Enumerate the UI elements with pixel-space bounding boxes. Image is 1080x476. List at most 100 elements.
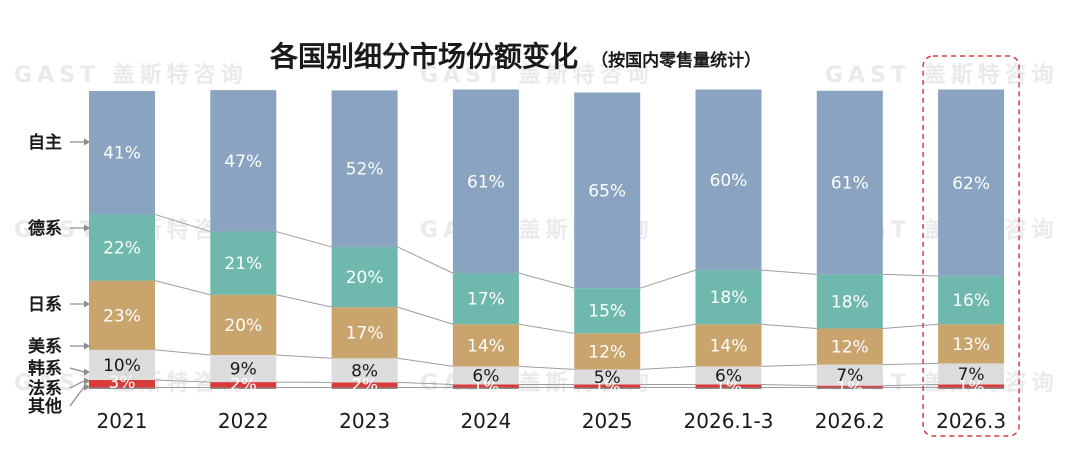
connector-line <box>276 231 332 248</box>
bar-segment-法系-2021 <box>89 379 155 388</box>
legend-label-german: 德系 <box>28 218 62 239</box>
segment-labels: 3%10%23%22%41%2%9%20%21%47%2%8%17%20%52%… <box>103 144 990 399</box>
category-label-2021: 2021 <box>97 409 148 433</box>
bars <box>89 89 1005 389</box>
bar-segment-自主-2026.2 <box>816 90 883 275</box>
bar-segment-法系-2023 <box>331 382 398 388</box>
data-label-法系-2024: 1% <box>472 377 499 397</box>
category-label-2026.3: 2026.3 <box>936 409 1006 433</box>
legend-arrow-icon <box>84 224 90 232</box>
data-label-日系-2023: 17% <box>346 324 384 344</box>
category-label-2026.1-3: 2026.1-3 <box>684 409 774 433</box>
bar-segment-德系-2026.2 <box>816 274 883 329</box>
data-label-法系-2023: 2% <box>351 375 378 395</box>
connector-line <box>276 294 332 308</box>
connector-line <box>882 273 939 277</box>
connector-line <box>276 354 332 359</box>
bar-segment-韩系-2022 <box>210 354 277 383</box>
chart-title: 各国别细分市场份额变化 <box>269 40 578 73</box>
legend-arrow-icon <box>84 377 90 385</box>
connector-line <box>882 323 939 329</box>
data-label-韩系-2021: 10% <box>103 356 141 376</box>
data-label-法系-2025: 1% <box>594 377 621 397</box>
data-label-韩系-2026.3: 7% <box>958 365 985 385</box>
connector-line <box>397 381 453 385</box>
data-label-韩系-2026.1-3: 6% <box>715 366 742 386</box>
bar-segment-德系-2025 <box>574 288 641 334</box>
data-label-德系-2026.3: 16% <box>952 291 990 311</box>
bar-segment-自主-2026.1-3 <box>695 89 762 271</box>
bar-segment-自主-2022 <box>210 90 277 232</box>
bar-segment-韩系-2021 <box>89 349 155 380</box>
data-label-自主-2024: 61% <box>467 172 505 192</box>
connector-line <box>640 323 696 334</box>
bar-segment-其他-2025 <box>574 387 641 389</box>
legend-label-other: 其他 <box>28 396 62 417</box>
bar-segment-法系-2026.1-3 <box>695 384 762 388</box>
data-label-自主-2025: 65% <box>588 181 626 201</box>
watermark-text: GAST 盖斯特咨询 <box>825 62 1059 88</box>
bar-segment-日系-2026.1-3 <box>695 324 762 367</box>
connector-line <box>640 269 696 289</box>
data-label-日系-2025: 12% <box>588 342 626 362</box>
data-label-德系-2026.2: 18% <box>831 292 869 312</box>
bar-segment-法系-2026.2 <box>816 385 883 388</box>
data-label-德系-2025: 15% <box>588 302 626 322</box>
connector-line <box>761 269 817 275</box>
data-label-自主-2021: 41% <box>103 144 141 164</box>
category-label-2024: 2024 <box>460 409 511 433</box>
bar-segment-日系-2026.3 <box>938 324 1005 364</box>
data-label-韩系-2023: 8% <box>351 361 378 381</box>
connector-line <box>761 364 817 367</box>
data-label-德系-2024: 17% <box>467 290 505 310</box>
bar-segment-其他-2026.1-3 <box>695 387 762 389</box>
bar-segment-日系-2023 <box>331 307 398 359</box>
connector-line <box>518 323 575 334</box>
connector-line <box>761 383 817 387</box>
bar-segment-德系-2026.1-3 <box>695 270 762 325</box>
bar-segment-韩系-2026.2 <box>816 364 883 386</box>
data-label-韩系-2024: 6% <box>472 366 499 386</box>
data-label-法系-2026.1-3: 1% <box>715 377 742 397</box>
data-label-自主-2026.2: 61% <box>831 174 869 194</box>
bar-segment-日系-2026.2 <box>816 328 883 365</box>
bar-segment-韩系-2023 <box>331 358 398 383</box>
legend-label-korean: 韩系 <box>28 358 62 379</box>
bar-segment-法系-2025 <box>574 384 641 388</box>
bar-segment-德系-2023 <box>331 246 398 308</box>
data-label-法系-2022: 2% <box>230 375 257 395</box>
connector-line <box>518 272 575 289</box>
connector-lines <box>154 213 939 388</box>
bar-segment-日系-2021 <box>89 280 155 350</box>
data-label-日系-2024: 14% <box>467 336 505 356</box>
data-label-日系-2026.2: 12% <box>831 338 869 358</box>
bar-segment-日系-2024 <box>452 324 519 367</box>
data-label-韩系-2022: 9% <box>230 360 257 380</box>
connector-line <box>397 306 454 325</box>
bar-segment-德系-2026.3 <box>938 276 1005 325</box>
connector-line <box>154 379 211 383</box>
connector-line <box>154 280 211 296</box>
connector-line <box>397 357 453 367</box>
category-label-2026.2: 2026.2 <box>815 409 885 433</box>
bar-segment-韩系-2025 <box>574 369 641 385</box>
legend-arrow-line <box>69 367 85 373</box>
bar-segment-日系-2025 <box>574 333 641 370</box>
connector-line <box>397 246 454 274</box>
bar-segment-其他-2022 <box>210 387 277 389</box>
data-label-法系-2026.2: 1% <box>836 379 863 399</box>
connector-line <box>882 362 939 366</box>
connector-line <box>882 383 939 387</box>
bar-segment-其他-2026.3 <box>938 387 1005 389</box>
bar-segment-法系-2026.3 <box>938 384 1005 388</box>
bar-segment-德系-2021 <box>89 214 155 281</box>
legend-label-japanese: 日系 <box>28 295 62 315</box>
bar-segment-法系-2022 <box>210 382 277 388</box>
data-label-自主-2022: 47% <box>224 152 262 172</box>
data-label-德系-2026.1-3: 18% <box>710 288 748 308</box>
data-label-日系-2026.1-3: 14% <box>710 336 748 356</box>
data-label-法系-2021: 3% <box>109 373 136 393</box>
connector-line <box>640 365 696 370</box>
